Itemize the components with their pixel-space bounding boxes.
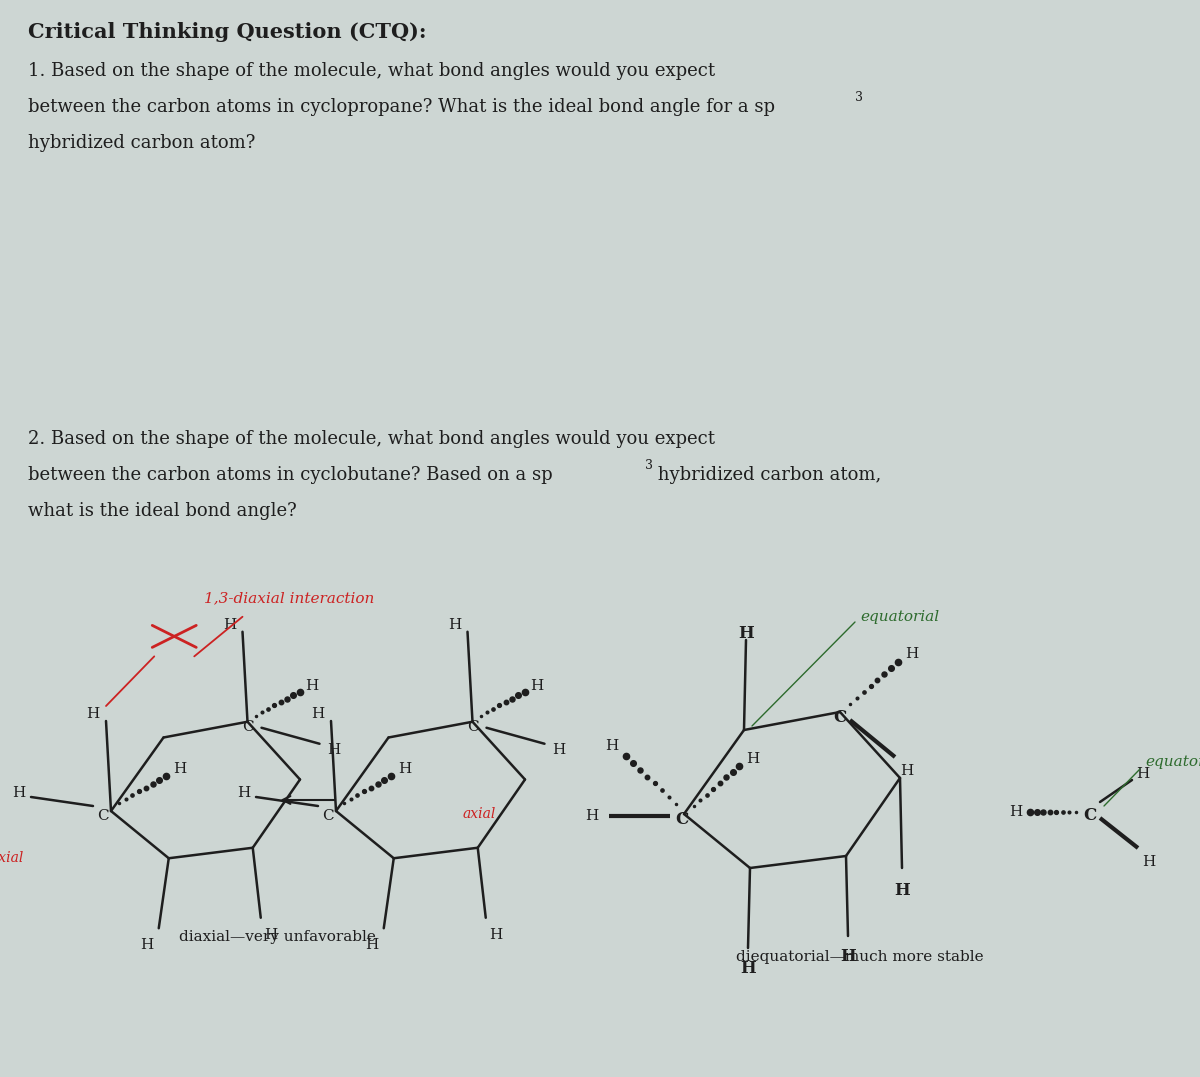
Text: H: H	[223, 618, 236, 632]
Text: H: H	[1142, 855, 1156, 869]
Text: C: C	[676, 811, 689, 827]
Text: H: H	[530, 679, 544, 693]
Text: diequatorial—much more stable: diequatorial—much more stable	[736, 950, 984, 964]
Text: H: H	[264, 927, 277, 941]
Text: 2. Based on the shape of the molecule, what bond angles would you expect: 2. Based on the shape of the molecule, w…	[28, 430, 715, 448]
Text: between the carbon atoms in cyclopropane? What is the ideal bond angle for a sp: between the carbon atoms in cyclopropane…	[28, 98, 775, 116]
Text: C: C	[467, 719, 479, 733]
Text: C: C	[833, 709, 847, 726]
Text: 3: 3	[854, 90, 863, 104]
Text: H: H	[328, 743, 341, 757]
Text: H: H	[738, 625, 754, 642]
Text: H: H	[900, 764, 913, 778]
Text: H: H	[1136, 767, 1150, 781]
Text: H: H	[552, 743, 565, 757]
Text: what is the ideal bond angle?: what is the ideal bond angle?	[28, 502, 296, 520]
Text: H: H	[740, 960, 756, 977]
Text: axial: axial	[0, 851, 24, 865]
Text: equatorial: equatorial	[1145, 755, 1200, 769]
Text: H: H	[306, 679, 319, 693]
Text: H: H	[1009, 805, 1022, 819]
Text: C: C	[322, 809, 334, 823]
Text: H: H	[840, 948, 856, 965]
Text: Critical Thinking Question (CTQ):: Critical Thinking Question (CTQ):	[28, 22, 426, 42]
Text: C: C	[1084, 807, 1097, 824]
Text: hybridized carbon atom,: hybridized carbon atom,	[652, 466, 881, 484]
Text: 1,3-diaxial interaction: 1,3-diaxial interaction	[204, 591, 374, 605]
Text: H: H	[605, 739, 619, 753]
Text: H: H	[586, 809, 599, 823]
Text: H: H	[86, 707, 100, 721]
Text: 1. Based on the shape of the molecule, what bond angles would you expect: 1. Based on the shape of the molecule, w…	[28, 62, 715, 80]
Text: H: H	[311, 707, 325, 721]
Text: H: H	[894, 882, 910, 899]
Text: diaxial—very unfavorable: diaxial—very unfavorable	[179, 931, 376, 945]
Text: H: H	[140, 938, 154, 952]
Text: H: H	[238, 786, 251, 800]
Text: H: H	[746, 752, 760, 766]
Text: H: H	[12, 786, 25, 800]
Text: H: H	[448, 618, 461, 632]
Text: H: H	[398, 763, 412, 777]
Text: hybridized carbon atom?: hybridized carbon atom?	[28, 134, 256, 152]
Text: C: C	[241, 719, 253, 733]
Text: C: C	[97, 809, 109, 823]
Text: 3: 3	[646, 459, 653, 472]
Text: H: H	[365, 938, 378, 952]
Text: H: H	[905, 647, 918, 661]
Text: between the carbon atoms in cyclobutane? Based on a sp: between the carbon atoms in cyclobutane?…	[28, 466, 553, 484]
Text: axial: axial	[462, 807, 496, 821]
Text: equatorial: equatorial	[860, 610, 940, 624]
Text: H: H	[173, 763, 186, 777]
Text: H: H	[490, 927, 503, 941]
